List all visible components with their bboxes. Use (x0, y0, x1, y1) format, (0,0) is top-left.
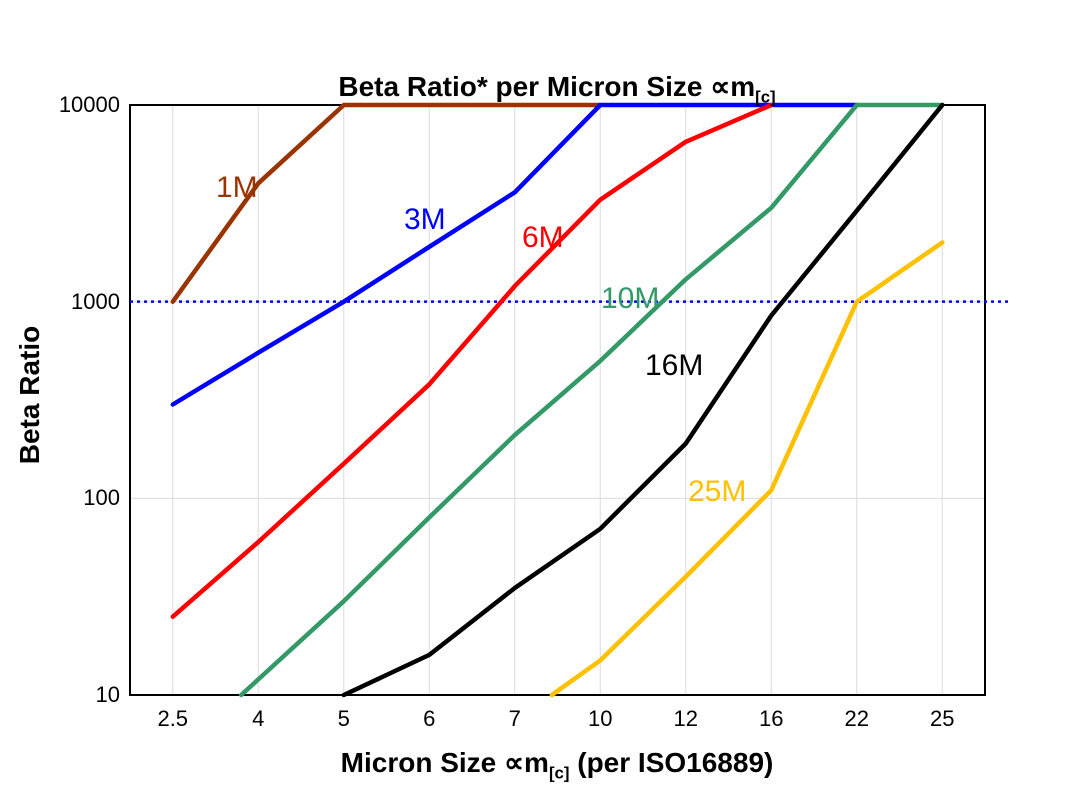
y-tick-label: 10 (95, 682, 120, 707)
x-tick-label: 4 (252, 706, 265, 731)
series-label-3M: 3M (404, 203, 446, 236)
series-line-16M (341, 102, 945, 698)
chart-title-text: Beta Ratio* per Micron Size (338, 71, 711, 102)
x-tick-label: 25 (930, 706, 955, 731)
x-tick-label: 16 (759, 706, 784, 731)
x-axis-title-symbol: ∝m (504, 747, 549, 778)
series-label-1M: 1M (216, 171, 258, 204)
y-axis-title: Beta Ratio (14, 325, 45, 465)
chart-title-subscript: [c] (755, 87, 776, 107)
series-label-16M: 16M (645, 349, 704, 382)
x-tick-label: 5 (337, 706, 350, 731)
chart-title-symbol: ∝m (710, 71, 756, 102)
series-line-6M (170, 102, 774, 619)
x-axis-title-suffix: (per ISO16889) (569, 747, 774, 778)
series-line-3M (170, 102, 860, 407)
x-axis-title: Micron Size ∝m[c] (per ISO16889) (341, 746, 774, 784)
series-label-10M: 10M (601, 282, 660, 315)
series-label-6M: 6M (522, 221, 564, 254)
x-tick-label: 2.5 (157, 706, 189, 731)
y-tick-label: 100 (83, 485, 120, 511)
x-tick-label: 22 (844, 706, 869, 731)
y-tick-label: 10000 (58, 92, 120, 117)
x-tick-label: 12 (673, 706, 698, 731)
y-tick-label: 1000 (71, 288, 120, 314)
x-tick-label: 7 (508, 706, 521, 731)
series-line-1M (170, 102, 603, 304)
series-line-10M (238, 102, 945, 698)
series-line-25M (549, 240, 945, 698)
x-axis-title-subscript: [c] (548, 763, 570, 783)
chart-title: Beta Ratio* per Micron Size ∝m[c] (338, 70, 775, 108)
x-axis-title-text: Micron Size (340, 747, 505, 778)
series-label-25M: 25M (688, 475, 747, 508)
x-tick-label: 10 (588, 706, 613, 731)
x-tick-label: 6 (423, 706, 436, 731)
